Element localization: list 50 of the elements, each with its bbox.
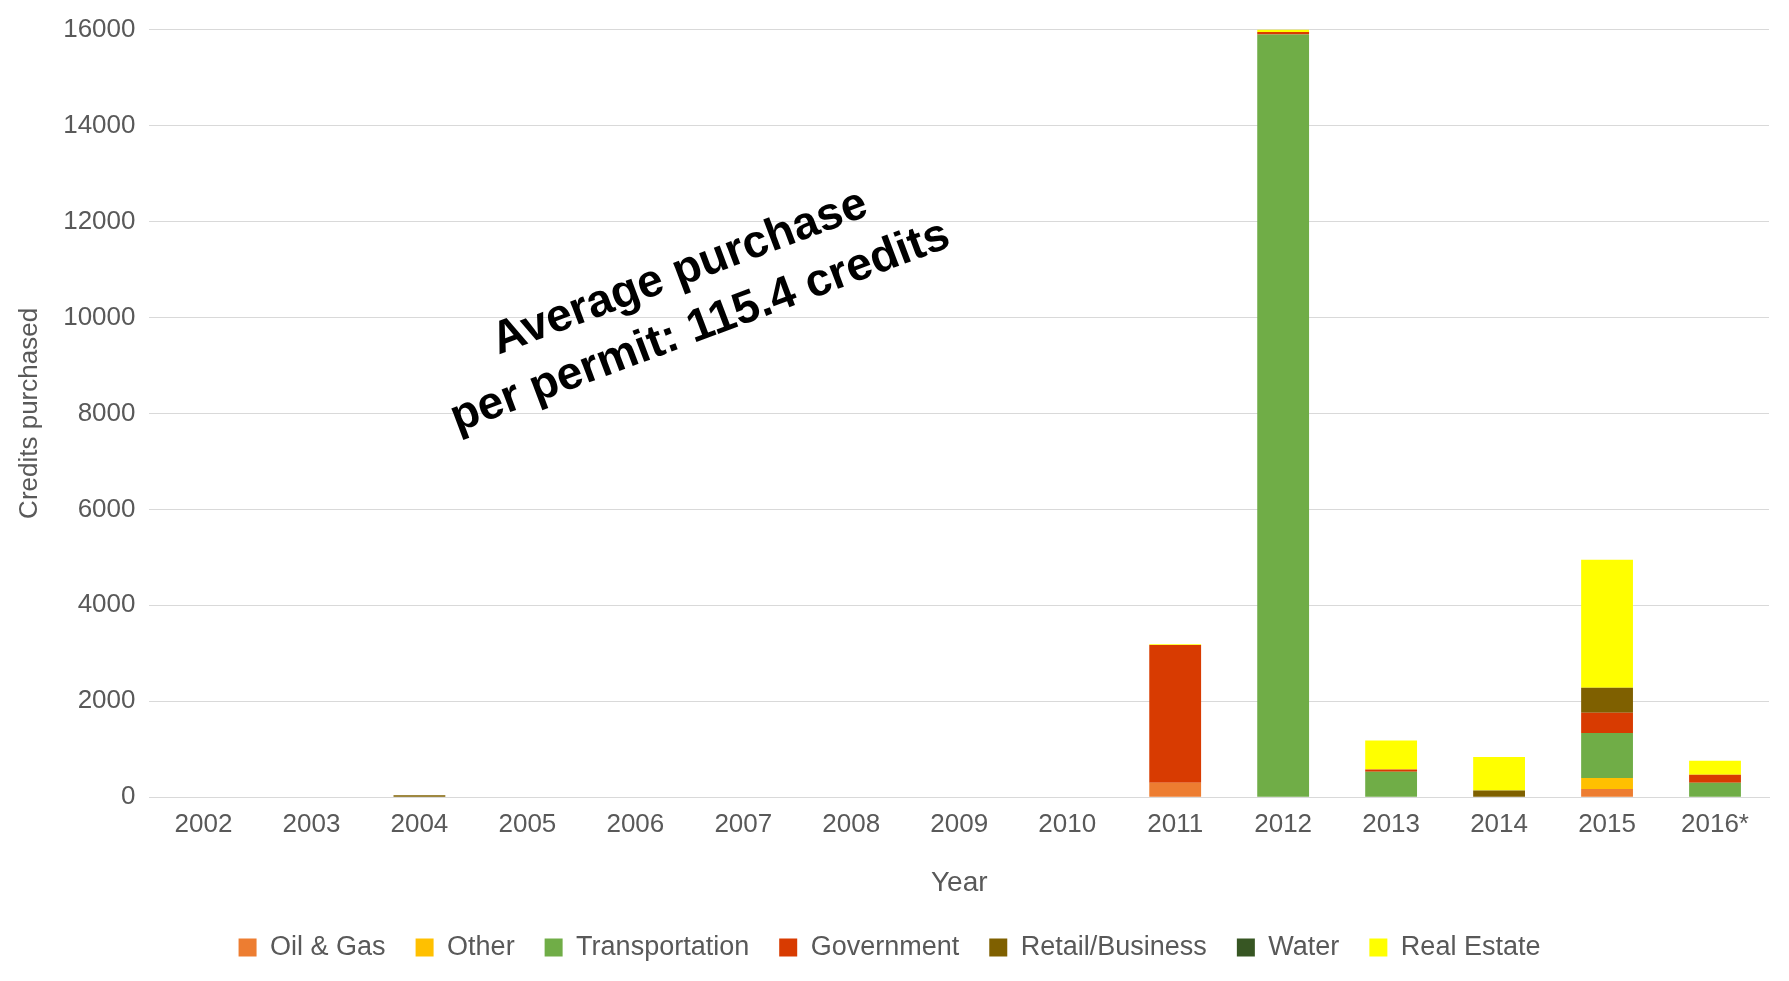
x-tick-label: 2008 bbox=[822, 807, 881, 838]
legend-label: Real Estate bbox=[1400, 930, 1541, 961]
bar bbox=[1581, 789, 1633, 797]
y-axis-title: Credits purchased bbox=[12, 307, 43, 519]
x-tick-label: 2007 bbox=[714, 807, 773, 838]
x-tick-label: 2013 bbox=[1362, 807, 1421, 838]
bar bbox=[1473, 756, 1525, 791]
y-tick-label: 14000 bbox=[63, 108, 136, 139]
bar bbox=[1581, 687, 1633, 713]
x-tick-label: 2015 bbox=[1578, 807, 1636, 838]
x-tick-label: 2011 bbox=[1147, 807, 1204, 838]
bar bbox=[1365, 771, 1418, 797]
x-tick-label: 2006 bbox=[606, 807, 665, 838]
x-tick-label: 2016* bbox=[1681, 807, 1749, 838]
y-tick-label: 0 bbox=[121, 780, 136, 811]
bar bbox=[1581, 732, 1633, 779]
x-tick-label: 2003 bbox=[282, 807, 341, 838]
bar bbox=[1581, 778, 1633, 790]
y-tick-label: 6000 bbox=[77, 492, 136, 523]
bar bbox=[1581, 712, 1633, 733]
x-tick-label: 2010 bbox=[1038, 807, 1097, 838]
y-tick-label: 16000 bbox=[63, 12, 136, 43]
bar bbox=[1257, 34, 1310, 797]
legend-label: Retail/Business bbox=[1020, 930, 1207, 961]
x-tick-label: 2009 bbox=[930, 807, 989, 838]
y-tick-label: 2000 bbox=[77, 684, 136, 715]
bar bbox=[1473, 790, 1525, 797]
legend-label: Government bbox=[810, 930, 960, 961]
x-tick-label: 2005 bbox=[498, 807, 557, 838]
y-tick-label: 12000 bbox=[63, 204, 136, 235]
bar bbox=[1365, 740, 1418, 770]
bar bbox=[1581, 559, 1633, 688]
bar bbox=[1365, 769, 1418, 772]
x-tick-label: 2012 bbox=[1254, 807, 1313, 838]
legend-label: Water bbox=[1268, 930, 1340, 961]
bar bbox=[1149, 782, 1202, 797]
legend-label: Oil & Gas bbox=[270, 930, 386, 961]
x-tick-label: 2014 bbox=[1470, 807, 1529, 838]
y-tick-label: 8000 bbox=[77, 396, 136, 427]
y-tick-label: 4000 bbox=[77, 588, 136, 619]
bar bbox=[1689, 760, 1741, 775]
legend-label: Transportation bbox=[576, 930, 750, 961]
y-tick-label: 10000 bbox=[63, 300, 136, 331]
x-axis-title: Year bbox=[930, 865, 988, 897]
bar bbox=[1149, 645, 1202, 783]
bar bbox=[1689, 774, 1741, 783]
x-tick-label: 2002 bbox=[174, 807, 233, 838]
legend-label: Other bbox=[447, 930, 515, 961]
bar bbox=[1689, 782, 1741, 797]
x-tick-label: 2004 bbox=[390, 807, 449, 838]
